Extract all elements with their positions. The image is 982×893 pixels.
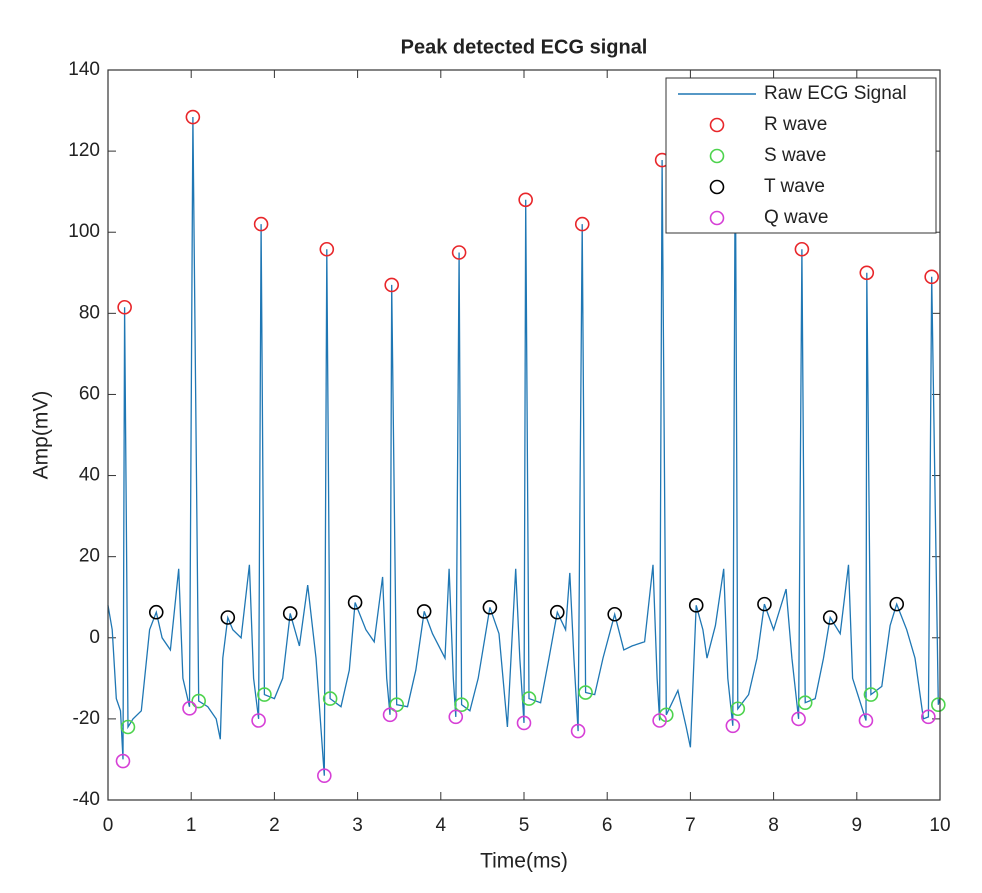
legend-label: R wave [764,114,827,135]
x-tick-label: 5 [519,815,530,836]
wave-marker [889,596,905,612]
wave-marker [757,596,772,612]
wave-marker [931,697,946,712]
y-tick-label: -20 [73,708,100,729]
wave-marker [924,269,939,285]
x-tick-label: 3 [352,815,363,836]
wave-marker [516,715,532,731]
x-tick-label: 2 [269,815,280,836]
x-tick-label: 8 [768,815,779,836]
wave-marker [730,701,746,717]
wave-marker [182,701,197,716]
wave-marker [382,707,398,723]
x-tick-label: 4 [436,815,447,836]
wave-marker [652,713,667,728]
wave-marker [451,245,467,260]
wave-marker [191,693,206,709]
wave-marker [574,216,590,232]
legend-swatch [709,148,725,164]
wave-marker [220,610,236,625]
wave-marker [319,241,335,257]
ecg-line [107,116,941,776]
wave-marker [863,687,879,702]
plot-frame [107,69,941,801]
y-tick-label: 60 [79,383,100,404]
wave-marker [389,697,405,712]
y-axis-label: Amp(mV) [30,391,53,480]
wave-marker [148,604,164,620]
wave-marker [384,277,400,293]
y-tick-label: 20 [79,546,100,567]
legend-swatch [709,210,725,226]
wave-marker [482,600,498,615]
wave-marker [282,606,298,621]
wave-marker [607,606,622,622]
wave-marker [120,719,136,735]
y-tick-label: 120 [68,140,100,161]
legend: Raw ECG Signal R wave S wave T wave Q wave [665,77,937,234]
y-tick-label: 0 [89,627,100,648]
chart-title: Peak detected ECG signal [401,36,648,58]
y-tick-label: 80 [79,302,100,323]
wave-marker [578,685,593,700]
wave-marker [317,768,332,783]
legend-swatch [709,179,725,195]
wave-marker [448,709,464,725]
wave-marker [549,604,565,620]
x-tick-label: 1 [186,815,197,836]
wave-marker [257,687,272,702]
wave-marker [117,299,132,315]
wave-marker [416,604,432,619]
x-tick-label: 0 [103,815,114,836]
x-tick-label: 6 [602,815,613,836]
wave-marker [858,713,874,728]
x-tick-label: 9 [852,815,863,836]
x-tick-label: 10 [929,815,950,836]
wave-marker [921,709,936,725]
wave-marker [251,713,266,728]
y-tick-label: 40 [79,465,100,486]
wave-marker [822,610,838,625]
wave-marker [347,595,363,610]
wave-marker [725,718,741,734]
legend-label: T wave [764,176,825,197]
wave-marker [185,109,201,125]
wave-marker [794,241,810,257]
wave-marker [518,192,533,208]
wave-marker [253,216,269,232]
legend-label: Q wave [764,207,828,228]
wave-marker [115,753,131,769]
y-tick-label: -40 [73,789,100,810]
wave-marker [859,265,875,281]
x-axis-label: Time(ms) [480,850,568,873]
legend-label: S wave [764,145,826,166]
wave-marker [521,691,537,706]
wave-marker [454,697,469,712]
wave-marker [688,598,704,613]
wave-marker [797,695,813,710]
y-tick-label: 140 [68,59,100,80]
legend-swatch [709,117,725,133]
legend-label: Raw ECG Signal [764,83,907,104]
wave-marker [322,691,338,706]
wave-marker [791,711,806,727]
wave-marker [570,723,586,739]
x-tick-label: 7 [685,815,696,836]
y-tick-label: 100 [68,221,100,242]
